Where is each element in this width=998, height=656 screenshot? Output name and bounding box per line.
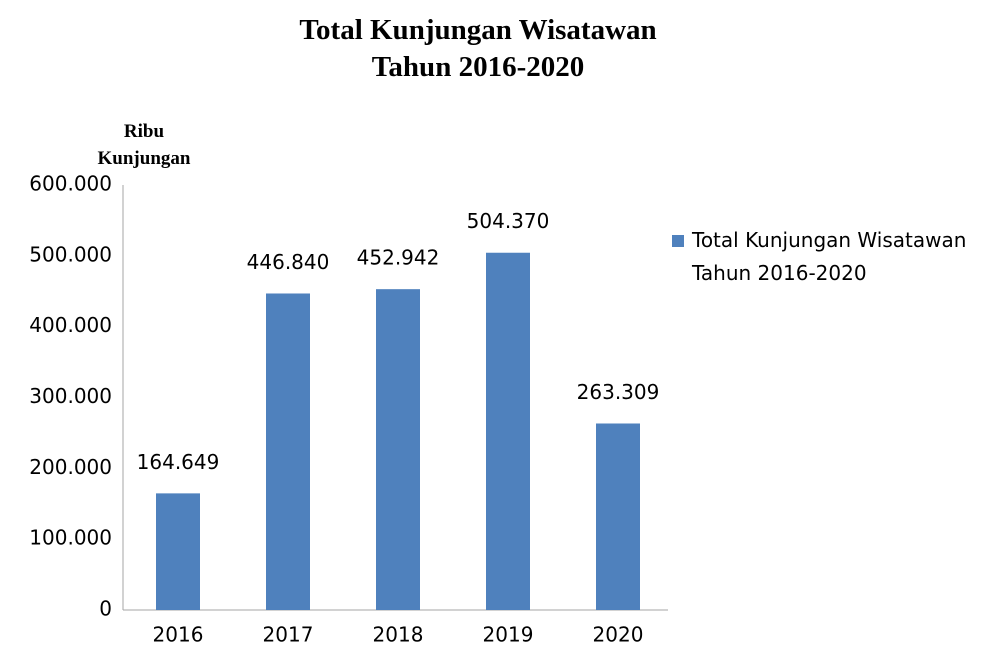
x-tick-label: 2016 [153,623,204,647]
chart-title: Total Kunjungan Wisatawan Tahun 2016-202… [299,14,657,83]
legend-label: Total Kunjungan Wisatawan Tahun 2016-202… [692,228,967,285]
y-tick-label: 500.000 [29,242,112,266]
bar [266,293,310,610]
y-axis-label: Ribu Kunjungan [97,121,191,169]
x-tick-label: 2019 [483,623,534,647]
legend-swatch [672,235,684,247]
y-tick-label: 100.000 [29,526,112,550]
value-label: 263.309 [577,380,660,404]
x-tick-label: 2020 [593,623,644,647]
value-label: 504.370 [467,209,550,233]
bar [376,289,420,610]
x-tick-label: 2017 [263,623,314,647]
bar [486,252,530,610]
y-tick-label: 200.000 [29,455,112,479]
y-tick-label: 600.000 [29,172,112,196]
value-label: 452.942 [357,246,440,270]
bar [596,423,640,610]
y-tick-label: 0 [99,597,112,621]
value-label: 446.840 [247,250,330,274]
bar [156,493,200,610]
value-label: 164.649 [137,450,220,474]
x-tick-label: 2018 [373,623,424,647]
y-tick-label: 300.000 [29,384,112,408]
y-tick-label: 400.000 [29,313,112,337]
